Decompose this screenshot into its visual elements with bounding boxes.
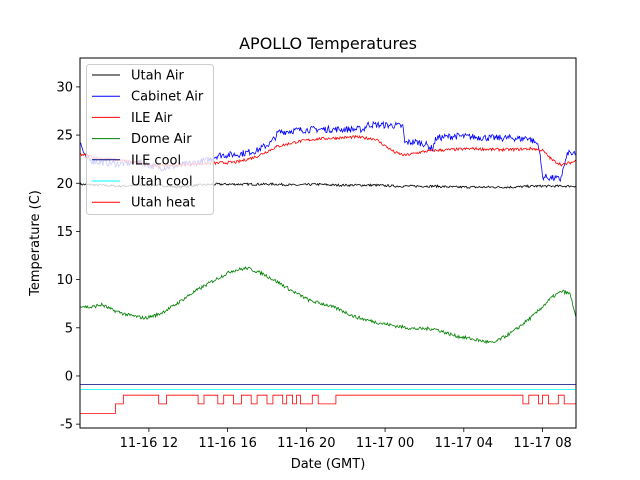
y-tick-label: 20	[56, 177, 73, 192]
x-tick-label: 11-17 04	[435, 436, 493, 451]
series-line-utah-heat	[80, 394, 576, 414]
x-tick-label: 11-16 16	[198, 436, 256, 451]
legend-label: Cabinet Air	[131, 90, 204, 105]
y-tick-label: 0	[65, 369, 73, 384]
chart-title: APOLLO Temperatures	[239, 34, 417, 53]
legend: Utah Air Cabinet Air ILE Air Dome Air ILE co…	[86, 64, 214, 215]
axes-frame	[79, 57, 577, 429]
series-line-dome-air	[80, 266, 576, 345]
y-tick-label: 30	[56, 80, 73, 95]
legend-label: ILE cool	[131, 153, 181, 168]
x-axis-label: Date (GMT)	[291, 457, 366, 472]
x-tick-label: 11-16 12	[120, 436, 178, 451]
y-axis-label: Temperature (C)	[28, 190, 43, 297]
legend-box	[86, 64, 214, 215]
y-tick-label: 5	[65, 321, 73, 336]
y-tick-label: -5	[60, 418, 73, 433]
legend-label: Utah heat	[131, 196, 195, 211]
legend-label: ILE Air	[131, 111, 173, 126]
legend-label: Dome Air	[131, 132, 192, 147]
y-tick-label: 15	[56, 225, 73, 240]
y-axis: -5 0 5 10 15 20 25 30	[56, 80, 80, 433]
legend-label: Utah cool	[131, 175, 193, 190]
x-tick-label: 11-16 20	[277, 436, 335, 451]
x-tick-label: 11-17 08	[513, 436, 571, 451]
x-axis: 11-16 12 11-16 16 11-16 20 11-17 00 11-17 04…	[120, 428, 572, 451]
x-tick-label: 11-17 00	[356, 436, 414, 451]
legend-label: Utah Air	[131, 69, 184, 84]
y-tick-label: 10	[56, 273, 73, 288]
y-tick-label: 25	[56, 129, 73, 144]
